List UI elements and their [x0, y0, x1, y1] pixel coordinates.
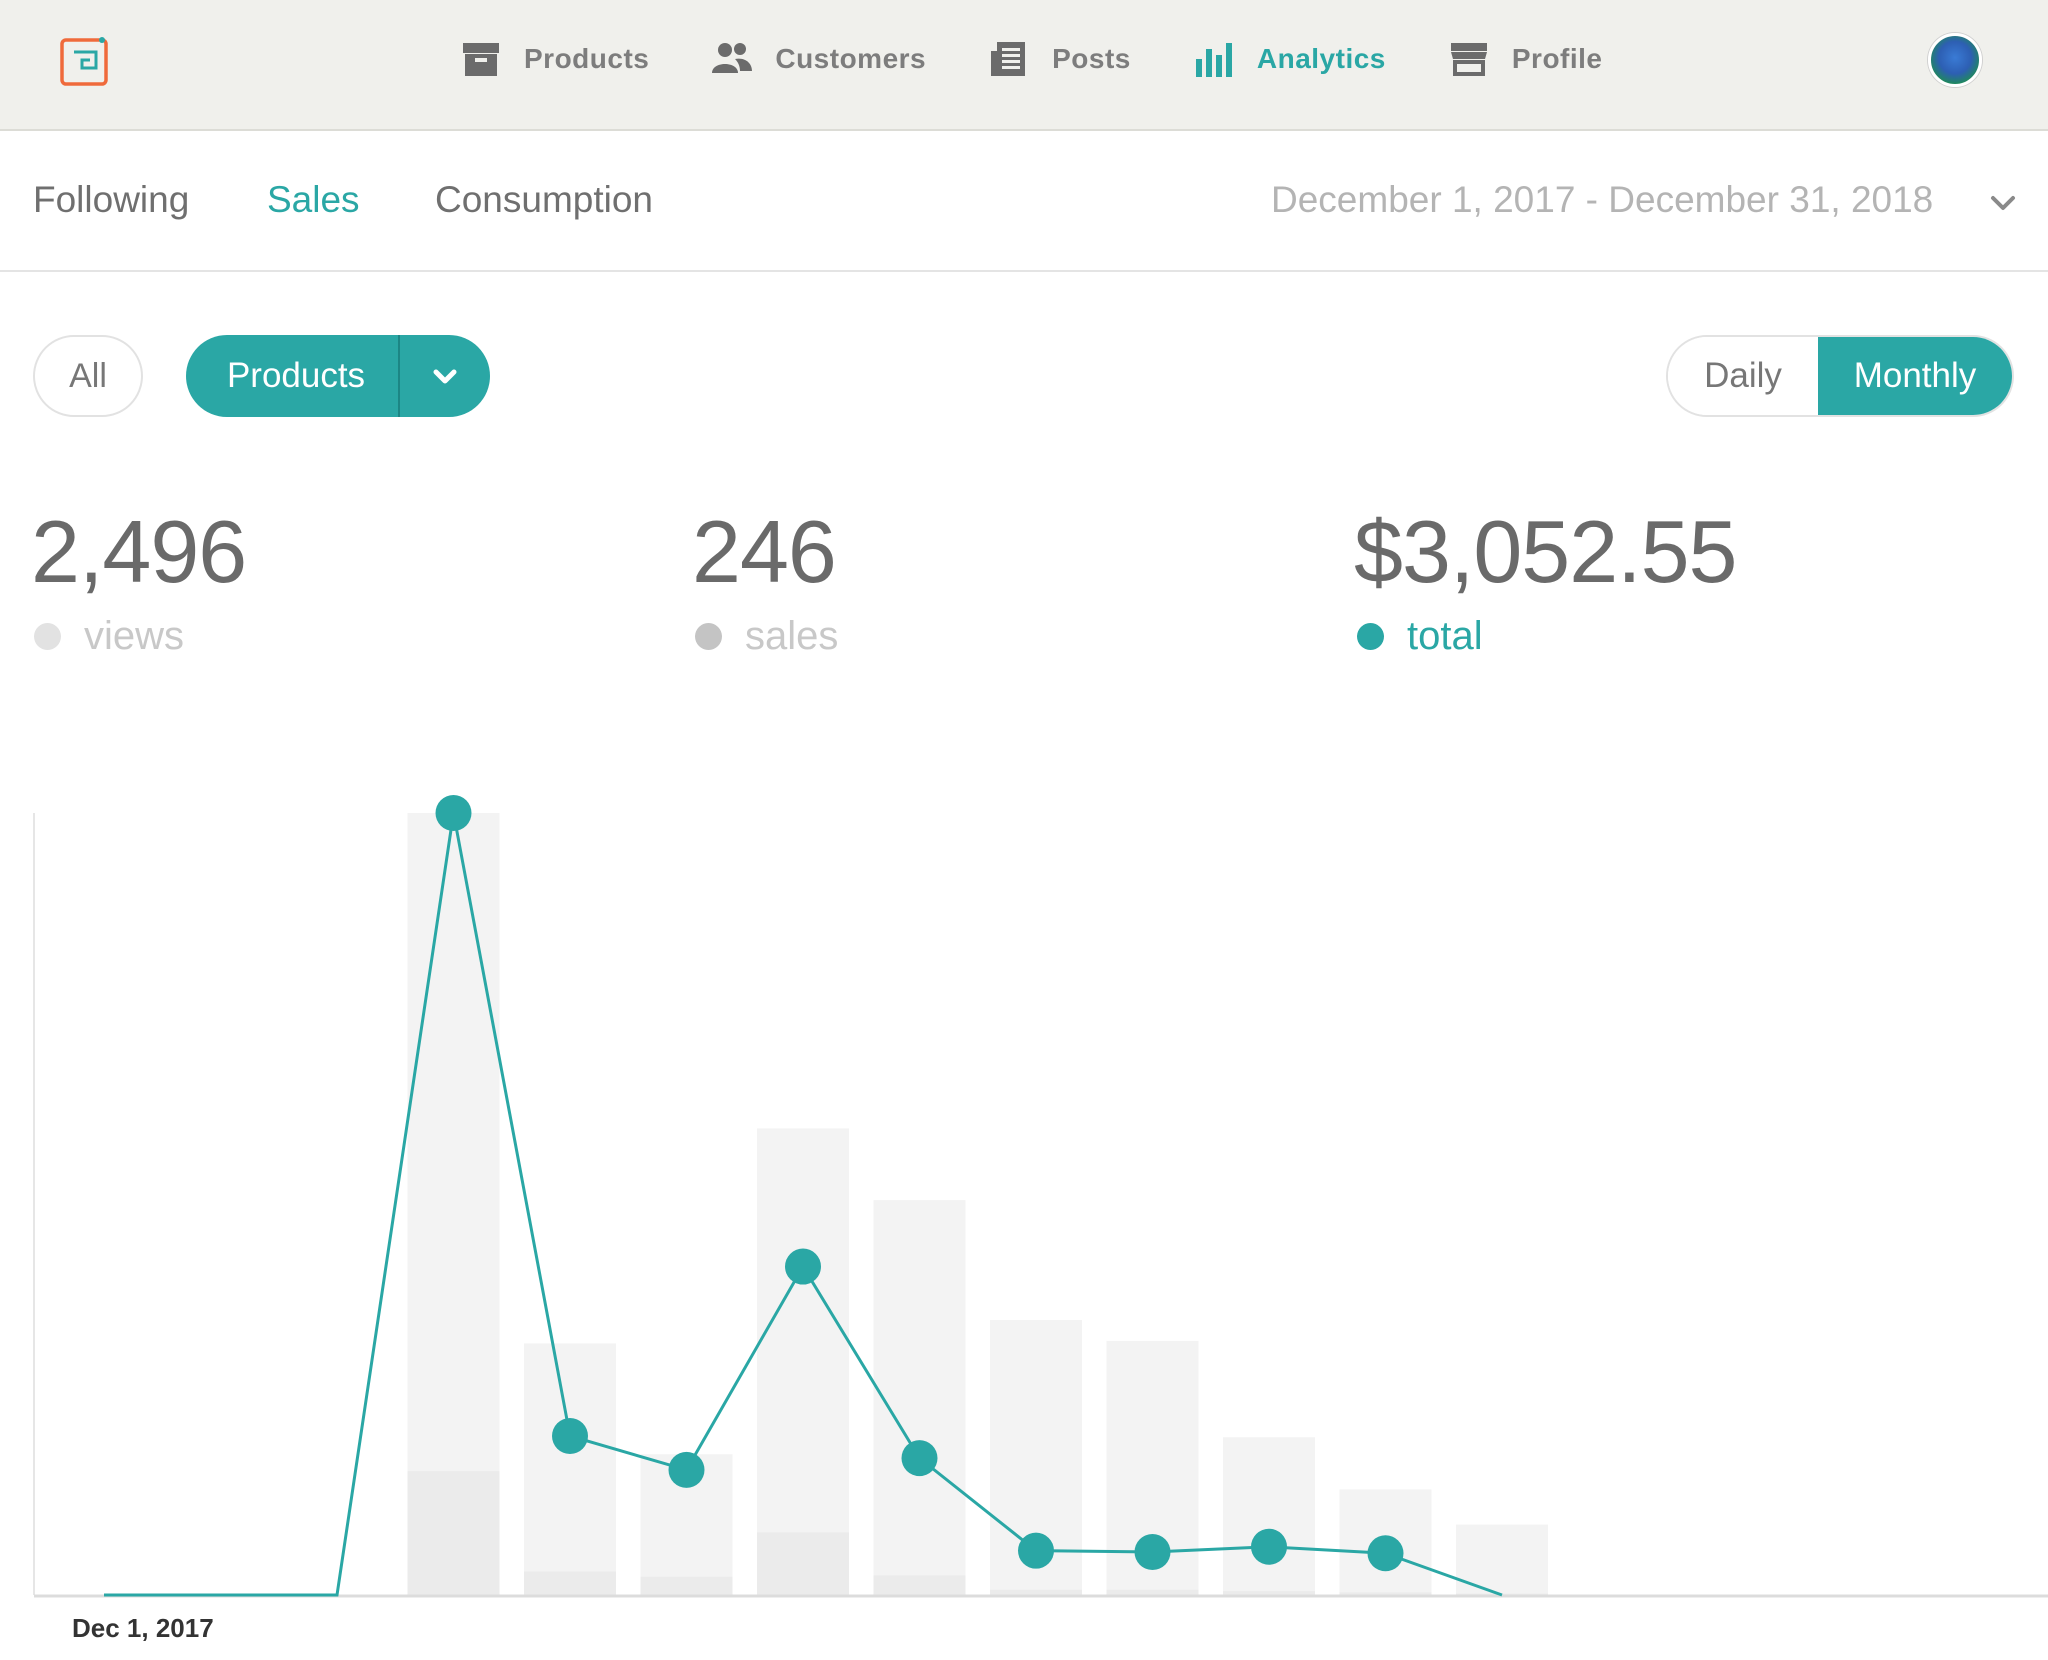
sub-nav-bar: Following Sales Consumption December 1, … — [0, 131, 2048, 272]
sales-bar — [757, 1532, 849, 1595]
sales-chart — [33, 795, 2048, 1598]
sales-label: sales — [745, 614, 839, 658]
legend-dot — [695, 623, 722, 650]
sales-bar — [1223, 1591, 1315, 1595]
nav-item-profile[interactable]: Profile — [1448, 38, 1603, 80]
total-label: total — [1407, 614, 1483, 658]
store-icon — [1448, 38, 1490, 80]
total-data-point — [435, 795, 472, 831]
products-filter-label[interactable]: Products — [226, 356, 366, 395]
date-range-picker[interactable]: December 1, 2017 - December 31, 2018 — [1271, 179, 1934, 220]
total-data-point — [1251, 1528, 1287, 1565]
user-avatar[interactable] — [1928, 33, 1982, 87]
all-filter-button[interactable]: All — [33, 335, 143, 417]
total-data-point — [1367, 1535, 1404, 1572]
views-value: 2,496 — [31, 502, 247, 601]
top-nav-bar: Products Customers — [0, 0, 2048, 131]
main-nav: Products Customers — [460, 0, 1665, 118]
total-data-point — [785, 1248, 821, 1285]
tab-following[interactable]: Following — [33, 179, 190, 220]
views-bar — [407, 813, 500, 1595]
nav-item-products[interactable]: Products — [460, 38, 649, 80]
tab-consumption[interactable]: Consumption — [435, 179, 654, 220]
sales-stat: 246 sales — [692, 508, 838, 659]
nav-item-posts[interactable]: Posts — [988, 38, 1131, 80]
sales-value: 246 — [692, 502, 837, 601]
total-stat: $3,052.55 total — [1354, 508, 1737, 659]
products-filter-button: Products — [186, 335, 490, 417]
chevron-down-icon — [433, 369, 457, 384]
daily-option[interactable]: Daily — [1668, 337, 1818, 415]
views-bar — [524, 1343, 616, 1595]
products-dropdown-toggle[interactable] — [400, 335, 490, 417]
chevron-down-icon[interactable] — [1988, 188, 2018, 218]
sales-bar — [990, 1589, 1082, 1595]
sales-bar — [640, 1576, 733, 1595]
monthly-option[interactable]: Monthly — [1818, 337, 2012, 415]
bar-chart-icon — [1193, 38, 1235, 80]
newspaper-icon — [988, 38, 1030, 80]
total-data-point — [1134, 1533, 1171, 1570]
sales-bar — [524, 1571, 616, 1595]
total-data-point — [552, 1417, 588, 1454]
tab-sales[interactable]: Sales — [267, 179, 360, 220]
views-bar — [757, 1128, 849, 1595]
views-bar — [873, 1200, 966, 1595]
views-bar — [1223, 1437, 1315, 1595]
nav-label: Products — [524, 43, 650, 74]
sales-legend[interactable]: sales — [692, 614, 838, 659]
nav-item-customers[interactable]: Customers — [711, 38, 926, 80]
button-divider — [398, 335, 400, 417]
nav-label: Posts — [1052, 43, 1131, 74]
nav-label: Analytics — [1256, 43, 1386, 74]
users-icon — [711, 38, 753, 80]
total-legend[interactable]: total — [1354, 614, 1737, 659]
total-data-point — [668, 1451, 705, 1488]
sales-bar — [1339, 1592, 1432, 1595]
views-label: views — [84, 614, 185, 658]
x-axis-start-label: Dec 1, 2017 — [72, 1613, 214, 1643]
total-value: $3,052.55 — [1354, 502, 1737, 601]
sales-bar — [873, 1575, 966, 1595]
legend-dot — [34, 623, 61, 650]
period-toggle: Daily Monthly — [1666, 335, 2014, 417]
nav-item-analytics[interactable]: Analytics — [1193, 38, 1386, 80]
legend-dot — [1357, 623, 1384, 650]
nav-label: Customers — [775, 43, 927, 74]
views-stat: 2,496 views — [31, 502, 247, 659]
nav-label: Profile — [1511, 43, 1603, 74]
box-icon — [460, 38, 502, 80]
views-legend[interactable]: views — [31, 614, 246, 659]
sales-bar — [407, 1471, 500, 1595]
app-logo-icon[interactable] — [58, 34, 112, 88]
total-data-point — [1018, 1532, 1054, 1569]
total-data-point — [901, 1440, 938, 1477]
sales-bar — [1106, 1589, 1199, 1595]
